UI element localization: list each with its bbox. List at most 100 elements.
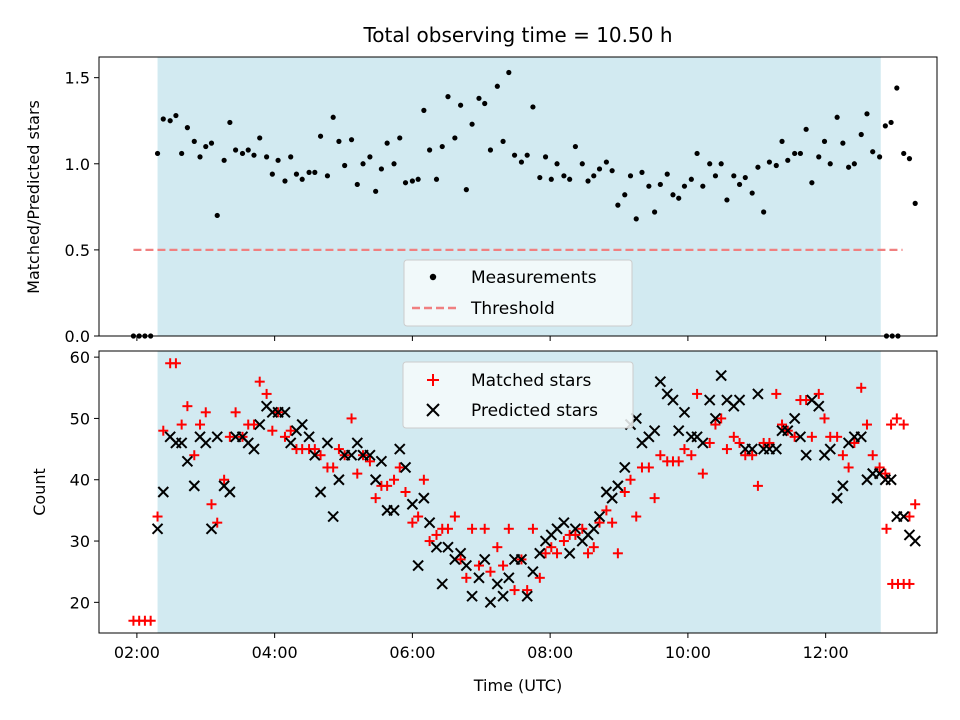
measurement-point bbox=[233, 147, 239, 153]
predicted-star-point bbox=[855, 431, 867, 443]
measurement-point bbox=[755, 164, 761, 170]
matched-star-point bbox=[418, 474, 429, 485]
matched-star-point bbox=[413, 511, 424, 522]
matched-star-point bbox=[607, 517, 618, 528]
predicted-stars-series bbox=[151, 369, 921, 609]
measurement-point bbox=[707, 161, 713, 167]
top-panel: 0.0 0.5 1.0 1.5 Matched/Predicted stars Mea… bbox=[24, 56, 938, 346]
measurement-point bbox=[391, 161, 397, 167]
matched-star-point bbox=[370, 493, 381, 504]
matched-star-point bbox=[224, 431, 235, 442]
measurement-point bbox=[712, 173, 719, 179]
measurement-point bbox=[882, 123, 888, 129]
x-axis-label: Time (UTC) bbox=[473, 676, 562, 695]
matched-star-point bbox=[643, 462, 654, 473]
x-tick-label: 02:00 bbox=[114, 643, 160, 662]
matched-star-point bbox=[206, 499, 217, 510]
measurement-point bbox=[299, 176, 305, 182]
matched-star-point bbox=[577, 523, 588, 534]
measurement-point bbox=[227, 119, 233, 126]
measurement-point bbox=[367, 154, 373, 160]
predicted-star-point bbox=[612, 480, 624, 492]
measurement-point bbox=[579, 161, 585, 167]
predicted-star-point bbox=[782, 424, 794, 437]
predicted-star-point bbox=[703, 394, 716, 406]
predicted-star-point bbox=[157, 486, 169, 498]
matched-star-point bbox=[267, 425, 278, 436]
top-legend: Measurements Threshold bbox=[403, 259, 633, 327]
predicted-star-point bbox=[151, 523, 164, 535]
measurement-point bbox=[179, 150, 185, 157]
predicted-star-point bbox=[423, 516, 436, 529]
matched-star-point bbox=[891, 413, 902, 424]
matched-star-point bbox=[455, 554, 466, 565]
matched-star-point bbox=[473, 560, 484, 571]
predicted-star-point bbox=[284, 437, 297, 449]
legend-measurements-marker bbox=[429, 273, 437, 281]
legend-matched-label: Matched stars bbox=[471, 371, 591, 391]
predicted-star-point bbox=[364, 449, 376, 461]
measurement-point bbox=[482, 100, 488, 107]
measurement-point bbox=[657, 181, 663, 188]
predicted-star-point bbox=[321, 437, 334, 449]
predicted-star-point bbox=[606, 492, 618, 504]
measurement-point bbox=[742, 174, 748, 181]
matched-star-point bbox=[619, 487, 630, 497]
measurement-point bbox=[646, 183, 652, 189]
matched-star-point bbox=[195, 419, 206, 430]
matched-star-point bbox=[874, 462, 885, 473]
matched-star-point bbox=[424, 536, 435, 547]
predicted-star-point bbox=[794, 431, 807, 443]
matched-star-point bbox=[601, 505, 612, 516]
matched-star-point bbox=[910, 499, 921, 510]
measurement-point bbox=[476, 95, 482, 101]
measurement-point bbox=[779, 138, 785, 144]
measurement-point bbox=[500, 138, 506, 144]
matched-star-point bbox=[449, 511, 460, 522]
predicted-star-point bbox=[394, 443, 406, 455]
measurement-point bbox=[330, 114, 336, 120]
matched-star-point bbox=[394, 462, 405, 473]
predicted-star-point bbox=[715, 369, 727, 382]
matched-star-point bbox=[248, 419, 259, 430]
matched-star-point bbox=[442, 523, 453, 534]
predicted-star-point bbox=[327, 510, 339, 523]
predicted-star-point bbox=[248, 443, 260, 455]
measurement-point bbox=[336, 138, 342, 144]
matched-star-point bbox=[777, 419, 788, 430]
matched-star-point bbox=[189, 450, 200, 461]
matched-star-point bbox=[145, 615, 156, 626]
measurement-point bbox=[803, 126, 809, 132]
matched-star-point bbox=[364, 456, 375, 467]
predicted-star-point bbox=[296, 418, 308, 431]
measurement-point bbox=[700, 183, 706, 189]
predicted-star-point bbox=[800, 449, 812, 461]
predicted-star-point bbox=[418, 492, 430, 504]
matched-star-point bbox=[182, 401, 193, 412]
predicted-star-point bbox=[788, 412, 801, 425]
predicted-star-point bbox=[667, 394, 679, 406]
matched-star-point bbox=[612, 548, 623, 559]
predicted-star-point bbox=[770, 443, 782, 455]
measurement-point bbox=[378, 166, 384, 172]
predicted-star-point bbox=[314, 486, 327, 498]
matched-star-point bbox=[503, 523, 514, 534]
matched-star-point bbox=[721, 444, 732, 455]
y-tick-label: 60 bbox=[70, 348, 90, 367]
predicted-star-point bbox=[479, 553, 491, 566]
predicted-star-point bbox=[673, 424, 685, 437]
predicted-star-point bbox=[752, 388, 764, 400]
measurement-point bbox=[282, 178, 288, 184]
matched-star-point bbox=[734, 437, 745, 448]
matched-star-point bbox=[837, 450, 848, 461]
measurement-point bbox=[324, 173, 331, 179]
measurement-point bbox=[906, 156, 913, 162]
measurement-point bbox=[530, 104, 536, 110]
top-y-axis-ticks: 0.0 0.5 1.0 1.5 bbox=[65, 69, 99, 346]
measurement-point bbox=[373, 188, 379, 194]
y-tick-label: 20 bbox=[70, 593, 90, 612]
matched-star-point bbox=[697, 468, 708, 479]
measurement-point bbox=[208, 140, 215, 146]
predicted-star-point bbox=[569, 523, 582, 535]
predicted-star-point bbox=[303, 431, 315, 443]
